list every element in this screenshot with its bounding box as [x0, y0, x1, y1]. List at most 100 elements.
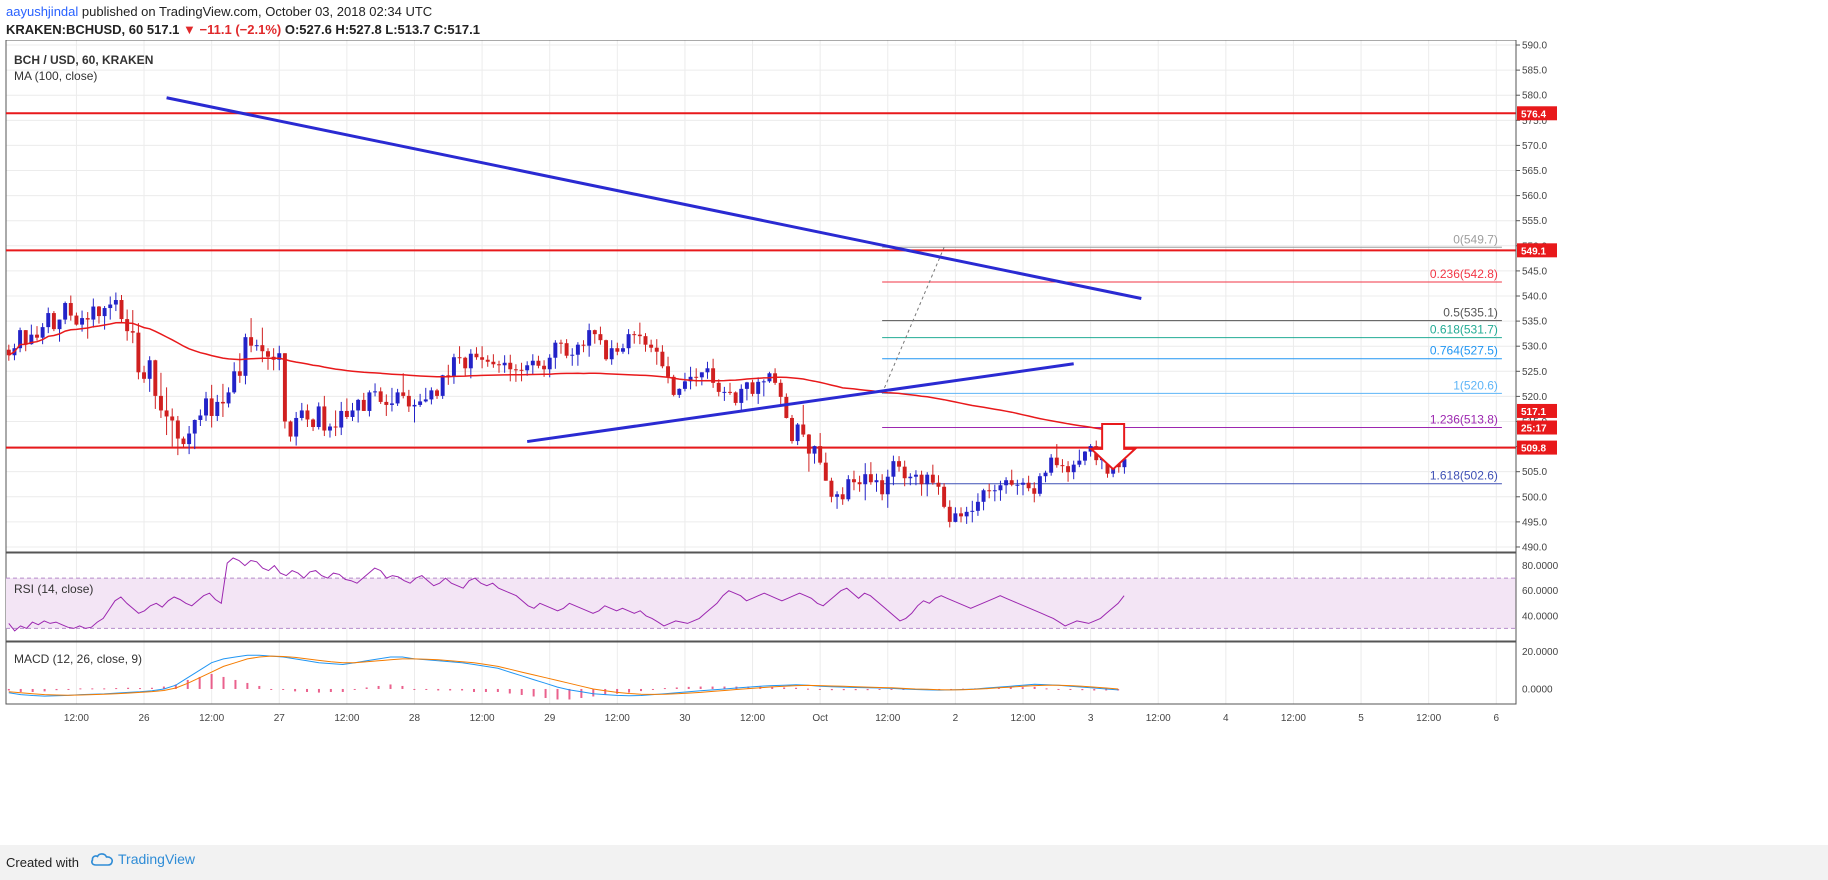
candle[interactable]: [1009, 469, 1014, 487]
rsi-line[interactable]: [8, 557, 1125, 632]
candle[interactable]: [615, 342, 620, 356]
candle[interactable]: [389, 387, 394, 412]
macd-pane[interactable]: [7, 654, 1120, 700]
candle[interactable]: [384, 394, 389, 416]
candle[interactable]: [750, 379, 755, 397]
candle[interactable]: [637, 322, 642, 345]
candle[interactable]: [992, 484, 997, 502]
candle[interactable]: [220, 383, 225, 417]
candle[interactable]: [119, 294, 124, 324]
candle[interactable]: [271, 348, 276, 371]
candle[interactable]: [164, 387, 169, 436]
candle[interactable]: [575, 342, 580, 366]
candle[interactable]: [508, 354, 513, 382]
candle[interactable]: [1049, 454, 1054, 476]
candle[interactable]: [63, 301, 68, 325]
candle[interactable]: [412, 399, 417, 423]
candle[interactable]: [344, 398, 349, 419]
down-arrow-icon[interactable]: [1088, 423, 1138, 471]
author-link[interactable]: aayushjindal: [6, 4, 79, 19]
candle[interactable]: [282, 353, 287, 429]
candle[interactable]: [604, 339, 609, 361]
macd-signal-line[interactable]: [8, 655, 1119, 696]
candle[interactable]: [1004, 477, 1009, 494]
candle[interactable]: [925, 472, 930, 497]
candle[interactable]: [756, 377, 761, 404]
candle[interactable]: [395, 388, 400, 406]
candle[interactable]: [170, 408, 175, 447]
candle[interactable]: [930, 464, 935, 485]
candle[interactable]: [209, 384, 214, 428]
candle[interactable]: [502, 355, 507, 373]
candle[interactable]: [51, 311, 56, 332]
candle[interactable]: [6, 344, 11, 361]
candle[interactable]: [288, 420, 293, 442]
candle[interactable]: [919, 470, 924, 496]
candle[interactable]: [497, 360, 501, 373]
candle[interactable]: [632, 331, 637, 344]
candle[interactable]: [1021, 478, 1025, 496]
candle[interactable]: [1083, 451, 1087, 466]
candle[interactable]: [947, 500, 952, 528]
candle[interactable]: [474, 347, 479, 360]
candle[interactable]: [457, 346, 462, 364]
candle[interactable]: [902, 460, 907, 487]
candle[interactable]: [885, 469, 890, 508]
candle[interactable]: [198, 409, 203, 427]
candle[interactable]: [142, 365, 147, 383]
candle[interactable]: [620, 343, 625, 354]
candle[interactable]: [1054, 444, 1059, 468]
candle[interactable]: [942, 483, 947, 509]
candle[interactable]: [835, 491, 840, 509]
candle[interactable]: [401, 373, 406, 399]
candle[interactable]: [485, 355, 490, 367]
candle[interactable]: [1015, 479, 1020, 495]
candle[interactable]: [322, 395, 327, 437]
candle[interactable]: [953, 507, 958, 523]
candle[interactable]: [130, 310, 135, 344]
candle[interactable]: [744, 381, 749, 401]
candle[interactable]: [525, 361, 530, 376]
candle[interactable]: [846, 475, 851, 502]
candle[interactable]: [626, 329, 631, 355]
candle[interactable]: [40, 323, 45, 345]
candle[interactable]: [801, 404, 806, 438]
candle[interactable]: [226, 387, 231, 408]
candle[interactable]: [29, 324, 34, 345]
candle[interactable]: [74, 312, 79, 326]
candle[interactable]: [463, 356, 468, 377]
candle[interactable]: [440, 374, 445, 399]
candle[interactable]: [468, 349, 473, 379]
candle[interactable]: [795, 422, 800, 446]
candle[interactable]: [818, 433, 823, 465]
candle[interactable]: [553, 340, 558, 369]
candle[interactable]: [367, 390, 372, 417]
candle[interactable]: [891, 455, 896, 486]
trendline[interactable]: [166, 96, 1142, 300]
candle[interactable]: [1066, 461, 1071, 482]
candle[interactable]: [874, 473, 879, 492]
candle[interactable]: [108, 296, 113, 320]
candle[interactable]: [643, 333, 648, 352]
candle[interactable]: [913, 470, 918, 486]
candle[interactable]: [660, 345, 665, 369]
candle[interactable]: [423, 387, 428, 403]
candle[interactable]: [311, 418, 316, 432]
candle[interactable]: [609, 340, 614, 365]
candle[interactable]: [305, 404, 310, 428]
candle[interactable]: [23, 330, 28, 352]
candle[interactable]: [158, 372, 163, 418]
candle[interactable]: [705, 361, 710, 379]
candle[interactable]: [778, 379, 783, 406]
fib-swing-line[interactable]: [881, 247, 945, 394]
candle[interactable]: [418, 393, 423, 407]
candle[interactable]: [1043, 470, 1048, 483]
candle[interactable]: [694, 368, 699, 387]
candle[interactable]: [592, 329, 597, 344]
candle[interactable]: [513, 364, 518, 382]
candle[interactable]: [294, 411, 299, 446]
candle[interactable]: [530, 354, 535, 375]
candle[interactable]: [1077, 449, 1082, 468]
candle[interactable]: [570, 348, 575, 366]
candle[interactable]: [823, 452, 828, 481]
